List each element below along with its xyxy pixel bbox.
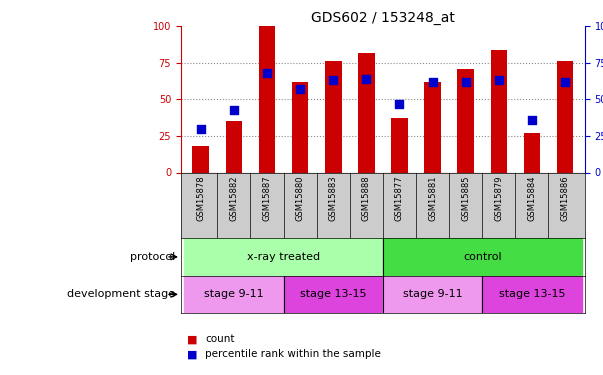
Text: GSM15882: GSM15882: [229, 176, 238, 221]
Bar: [458, 69, 474, 172]
Bar: [358, 53, 374, 172]
Text: GSM15885: GSM15885: [461, 176, 470, 221]
Point: [527, 117, 537, 123]
Text: ■: ■: [187, 350, 197, 359]
Bar: [425, 82, 441, 172]
Text: GSM15888: GSM15888: [362, 176, 371, 221]
Bar: [325, 62, 341, 172]
Bar: [184, 276, 283, 313]
Point: [262, 70, 272, 76]
Point: [229, 106, 239, 112]
Bar: [184, 238, 383, 276]
Text: GSM15881: GSM15881: [428, 176, 437, 221]
Point: [362, 76, 371, 82]
Title: GDS602 / 153248_at: GDS602 / 153248_at: [311, 11, 455, 25]
Text: GSM15878: GSM15878: [196, 176, 205, 221]
Text: stage 9-11: stage 9-11: [403, 290, 463, 299]
Text: stage 9-11: stage 9-11: [204, 290, 264, 299]
Text: percentile rank within the sample: percentile rank within the sample: [205, 350, 381, 359]
Bar: [259, 26, 276, 172]
Bar: [383, 238, 582, 276]
Bar: [226, 122, 242, 172]
Point: [560, 79, 570, 85]
Text: ■: ■: [187, 334, 197, 344]
Bar: [557, 62, 573, 172]
Bar: [482, 276, 582, 313]
Point: [394, 101, 404, 107]
Bar: [391, 118, 408, 172]
Text: GSM15886: GSM15886: [561, 176, 570, 221]
Text: GSM15877: GSM15877: [395, 176, 404, 221]
Text: control: control: [463, 252, 502, 262]
Bar: [523, 133, 540, 172]
Point: [494, 77, 504, 83]
Text: GSM15879: GSM15879: [494, 176, 504, 221]
Point: [196, 126, 206, 132]
Text: development stage: development stage: [67, 290, 175, 299]
Text: stage 13-15: stage 13-15: [300, 290, 367, 299]
Text: GSM15883: GSM15883: [329, 176, 338, 221]
Point: [295, 86, 305, 92]
Text: x-ray treated: x-ray treated: [247, 252, 320, 262]
Bar: [292, 82, 308, 172]
Text: GSM15880: GSM15880: [295, 176, 305, 221]
Point: [329, 77, 338, 83]
Text: GSM15887: GSM15887: [262, 176, 271, 221]
Text: protocol: protocol: [130, 252, 175, 262]
Point: [461, 79, 470, 85]
Bar: [490, 50, 507, 172]
Bar: [383, 276, 482, 313]
Bar: [192, 146, 209, 172]
Point: [428, 79, 437, 85]
Text: stage 13-15: stage 13-15: [499, 290, 565, 299]
Bar: [283, 276, 383, 313]
Text: GSM15884: GSM15884: [528, 176, 537, 221]
Text: count: count: [205, 334, 235, 344]
